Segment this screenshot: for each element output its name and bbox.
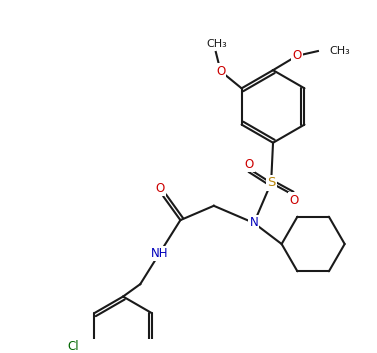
Text: NH: NH [151, 247, 168, 260]
Text: Cl: Cl [67, 340, 79, 353]
Text: O: O [156, 182, 165, 195]
Text: O: O [245, 158, 254, 171]
Text: CH₃: CH₃ [206, 40, 227, 49]
Text: O: O [290, 193, 299, 207]
Text: CH₃: CH₃ [329, 46, 350, 56]
Text: S: S [267, 176, 275, 189]
Text: O: O [216, 65, 225, 78]
Text: O: O [292, 49, 302, 62]
Text: N: N [250, 216, 258, 229]
